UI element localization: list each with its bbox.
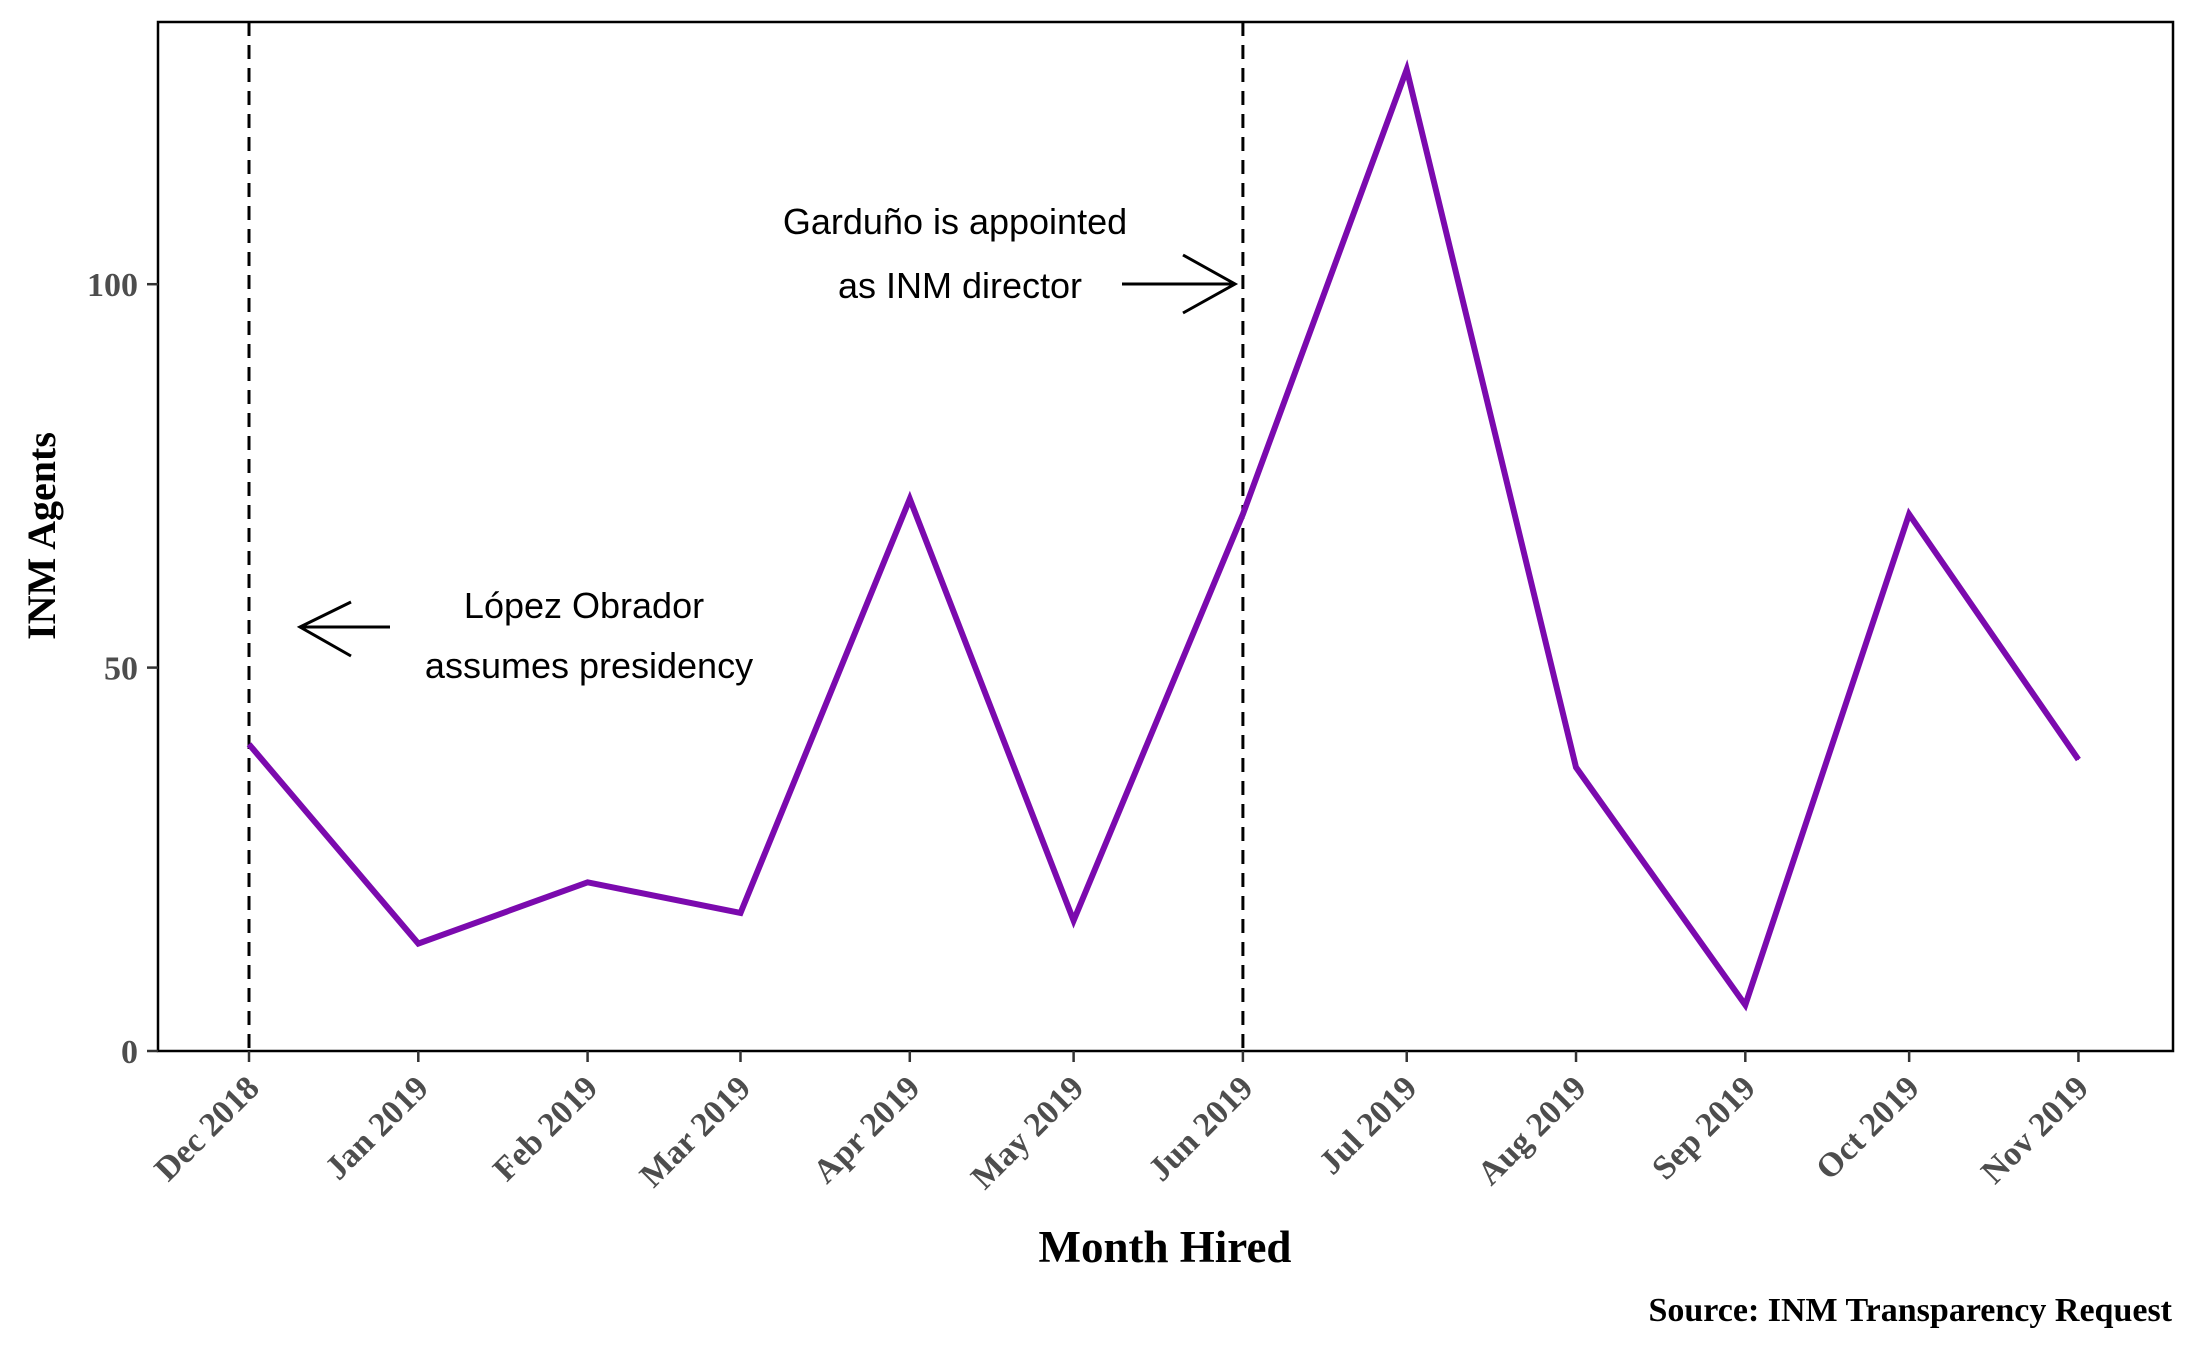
series-layer xyxy=(246,59,2081,1012)
y-tick-label: 50 xyxy=(104,651,138,688)
y-axis-title: INM Agents xyxy=(19,432,64,640)
x-tick-label: Nov 2019 xyxy=(1974,1069,2096,1191)
data-point xyxy=(1406,68,1408,70)
x-axis-title: Month Hired xyxy=(1039,1222,1292,1272)
data-point xyxy=(1575,766,1577,768)
x-tick-label: Mar 2019 xyxy=(633,1069,758,1194)
annotation-garduno-line-2: as INM director xyxy=(838,265,1082,306)
y-axis: 0 50 100 xyxy=(87,267,158,1071)
data-point xyxy=(248,743,250,745)
x-tick-label: Apr 2019 xyxy=(806,1069,927,1190)
y-tick-label: 100 xyxy=(87,267,138,304)
arrow-left-icon xyxy=(296,600,390,658)
annotation-lopez-line-1: López Obrador xyxy=(464,585,704,626)
reference-lines xyxy=(247,22,1245,1051)
arrow-right-icon xyxy=(1122,253,1239,315)
data-point xyxy=(1073,920,1075,922)
x-tick-label: Dec 2018 xyxy=(148,1069,267,1188)
x-tick-label: Sep 2019 xyxy=(1645,1069,1763,1187)
annotation-lopez-obrador: López Obrador assumes presidency xyxy=(296,585,753,686)
x-tick-label: Aug 2019 xyxy=(1471,1069,1594,1192)
x-tick-label: Jan 2019 xyxy=(318,1069,436,1187)
data-point xyxy=(417,943,419,945)
data-point xyxy=(909,498,911,500)
plot-panel-border xyxy=(156,20,2175,1053)
annotation-garduno: Garduño is appointed as INM director xyxy=(783,201,1239,315)
data-point xyxy=(2077,759,2079,761)
data-point xyxy=(1744,1004,1746,1006)
x-tick-label: Oct 2019 xyxy=(1809,1069,1927,1187)
x-tick-label: Jun 2019 xyxy=(1142,1069,1261,1188)
x-axis: Dec 2018 Jan 2019 Feb 2019 Mar 2019 Apr 2019… xyxy=(148,1051,2096,1196)
source-caption: Source: INM Transparency Request xyxy=(1648,1292,2172,1329)
x-tick-label: Feb 2019 xyxy=(486,1069,605,1188)
data-point xyxy=(587,881,589,883)
x-tick-label: Jul 2019 xyxy=(1312,1069,1424,1181)
annotation-lopez-line-2: assumes presidency xyxy=(425,645,753,686)
data-point xyxy=(1242,513,1244,515)
annotation-garduno-line-1: Garduño is appointed xyxy=(783,201,1127,242)
data-point xyxy=(1908,513,1910,515)
series-line xyxy=(246,59,2081,1012)
data-point xyxy=(739,912,741,914)
x-tick-label: May 2019 xyxy=(964,1069,1091,1196)
y-tick-label: 0 xyxy=(121,1034,138,1071)
